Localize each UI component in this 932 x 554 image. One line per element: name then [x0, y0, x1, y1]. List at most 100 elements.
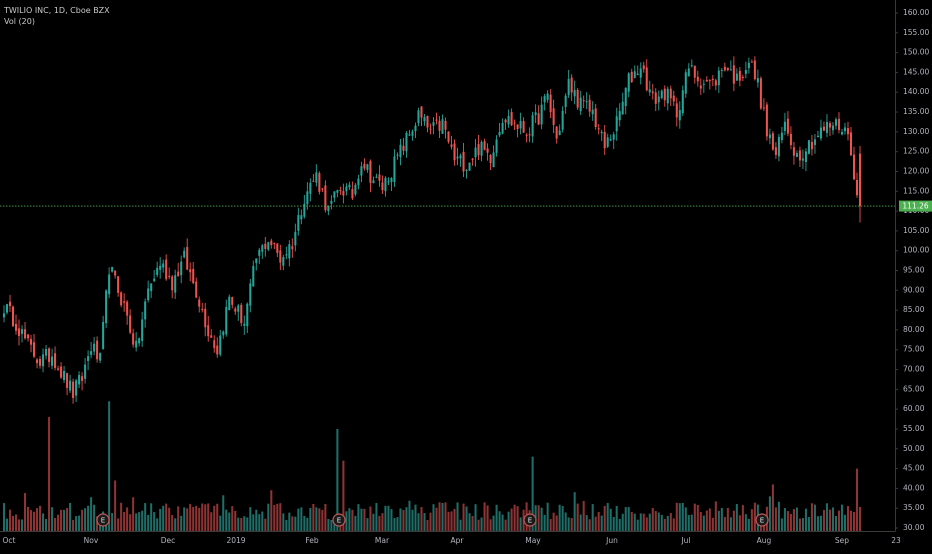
volume-bar — [378, 515, 381, 531]
candle-body — [246, 303, 249, 327]
volume-bar — [315, 507, 318, 531]
volume-bar — [411, 509, 414, 531]
volume-bar — [465, 506, 468, 531]
candle-body — [297, 215, 300, 231]
candle-body — [789, 133, 792, 146]
candle-body — [804, 151, 807, 162]
time-axis-label: Nov — [84, 536, 99, 545]
time-axis-label: Oct — [3, 536, 16, 545]
volume-bar — [708, 508, 711, 531]
volume-bar — [39, 505, 42, 531]
candle-body — [567, 78, 570, 96]
candle-body — [852, 154, 856, 180]
candle-body — [846, 128, 850, 135]
price-axis-label: 115.00 — [903, 186, 929, 195]
volume-bar — [678, 503, 681, 531]
candle-body — [207, 325, 210, 337]
candle-body — [576, 90, 579, 108]
candle-body — [309, 182, 312, 194]
volume-bar — [138, 512, 141, 531]
candle-body — [582, 100, 585, 102]
earnings-marker[interactable]: E — [523, 513, 537, 527]
volume-bar — [57, 514, 60, 531]
volume-bar — [795, 507, 798, 531]
candle-body — [237, 305, 240, 312]
candle-body — [441, 119, 444, 134]
candle-body — [615, 116, 618, 132]
volume-bar — [504, 519, 507, 531]
volume-bar — [75, 516, 78, 531]
volume-bar — [135, 513, 138, 531]
candle-body — [348, 184, 351, 188]
volume-bar — [69, 502, 72, 531]
candle-body — [285, 254, 288, 256]
volume-bar — [36, 508, 39, 531]
volume-bar — [648, 513, 651, 531]
time-axis-label: Sep — [835, 536, 849, 545]
volume-bar — [798, 518, 801, 531]
price-axis-label: 30.00 — [903, 523, 925, 532]
candle-body — [93, 343, 96, 352]
candle-body — [474, 147, 477, 158]
volume-bar — [624, 507, 627, 531]
earnings-marker[interactable]: E — [755, 513, 769, 527]
volume-indicator-label[interactable]: Vol (20) — [4, 17, 35, 26]
candle-body — [99, 353, 102, 361]
volume-bar — [129, 514, 132, 531]
volume-bar — [162, 505, 165, 531]
candle-body — [336, 190, 339, 193]
candle-body — [186, 247, 189, 270]
candle-body — [123, 301, 126, 303]
volume-bar — [579, 514, 582, 531]
candle-body — [138, 338, 141, 344]
volume-bar — [606, 502, 609, 531]
candle-body — [690, 65, 693, 67]
volume-bar — [291, 516, 294, 531]
candle-body — [72, 381, 75, 398]
volume-bar — [585, 515, 588, 531]
candle-body — [69, 380, 72, 391]
candle-body — [516, 124, 519, 129]
candle-body — [513, 122, 516, 124]
volume-bar — [303, 515, 306, 531]
volume-bar — [321, 509, 324, 531]
candle-body — [531, 115, 534, 137]
candle-body — [105, 290, 108, 324]
candle-body — [456, 156, 459, 159]
volume-bar — [573, 492, 576, 531]
candle-body — [792, 147, 795, 156]
candle-body — [471, 158, 474, 160]
candle-body — [156, 267, 159, 276]
volume-bar — [276, 503, 279, 531]
candle-body — [669, 88, 672, 99]
price-axis-label: 95.00 — [903, 266, 925, 275]
candle-body — [465, 170, 468, 172]
volume-bar — [699, 512, 702, 531]
earnings-marker[interactable]: E — [96, 513, 110, 527]
candle-body — [834, 119, 837, 126]
candle-body — [192, 269, 195, 284]
volume-bar — [834, 515, 837, 531]
volume-bar — [417, 513, 420, 531]
volume-bar — [831, 507, 834, 531]
candle-body — [447, 131, 450, 142]
volume-bar — [420, 507, 423, 531]
candle-body — [267, 242, 270, 250]
volume-bar — [261, 511, 264, 531]
volume-bar — [252, 514, 255, 531]
candle-body — [825, 122, 828, 133]
volume-bar — [147, 514, 150, 531]
volume-bar — [108, 401, 111, 531]
candle-body — [732, 65, 735, 84]
volume-bar — [87, 505, 90, 531]
volume-bar — [51, 507, 54, 531]
volume-bar — [20, 519, 24, 531]
candle-body — [8, 301, 12, 307]
candle-body — [252, 265, 255, 287]
time-axis[interactable]: Oct Nov Dec 2019 Feb Mar Apr May Jun Jul Aug Sep 23 — [3, 536, 901, 545]
volume-bar — [171, 514, 174, 531]
candle-body — [384, 177, 387, 192]
chart-title[interactable]: TWILIO INC, 1D, Cboe BZX — [4, 6, 110, 15]
earnings-marker[interactable]: E — [332, 513, 346, 527]
candle-body — [735, 73, 738, 81]
